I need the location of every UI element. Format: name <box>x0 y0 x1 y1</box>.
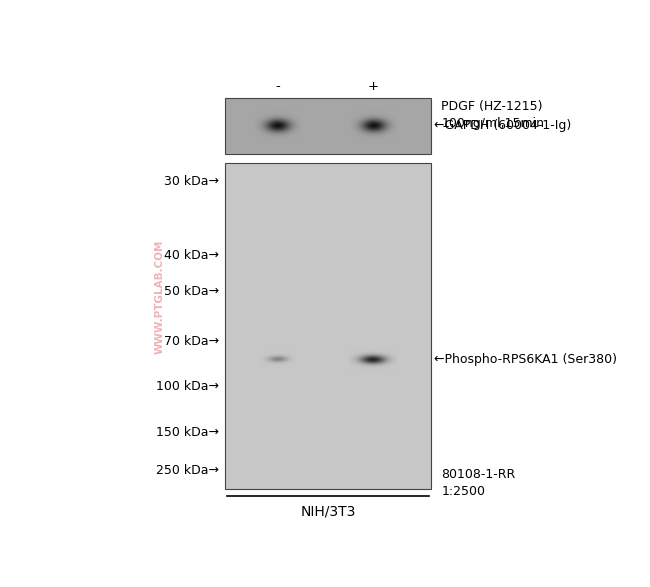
Text: -: - <box>276 80 280 93</box>
Text: 80108-1-RR
1:2500: 80108-1-RR 1:2500 <box>441 468 515 498</box>
Text: PDGF (HZ-1215)
100ng/ml,15min: PDGF (HZ-1215) 100ng/ml,15min <box>441 100 545 130</box>
Text: 100 kDa→: 100 kDa→ <box>156 380 219 393</box>
Text: 70 kDa→: 70 kDa→ <box>164 335 219 348</box>
Text: NIH/3T3: NIH/3T3 <box>300 504 356 518</box>
Bar <box>225 97 432 154</box>
Text: ←Phospho-RPS6KA1 (Ser380): ←Phospho-RPS6KA1 (Ser380) <box>434 353 617 366</box>
Text: 150 kDa→: 150 kDa→ <box>156 426 219 438</box>
Text: 250 kDa→: 250 kDa→ <box>156 464 219 477</box>
Text: WWW.PTGLAB.COM: WWW.PTGLAB.COM <box>154 239 164 353</box>
Text: +: + <box>368 80 379 93</box>
Text: 40 kDa→: 40 kDa→ <box>164 249 219 262</box>
Text: ←GAPDH (60004-1-Ig): ←GAPDH (60004-1-Ig) <box>434 119 571 132</box>
Bar <box>225 163 432 488</box>
Text: 30 kDa→: 30 kDa→ <box>164 175 219 188</box>
Text: 50 kDa→: 50 kDa→ <box>164 285 219 298</box>
